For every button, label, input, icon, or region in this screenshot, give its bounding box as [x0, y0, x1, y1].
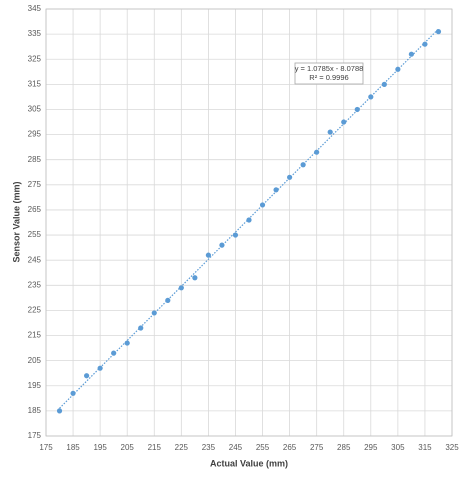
y-tick-label: 335 [28, 29, 42, 38]
data-point [259, 202, 266, 208]
equation-box [294, 62, 364, 85]
data-point [435, 29, 442, 35]
data-point [165, 297, 171, 303]
data-point [327, 129, 333, 135]
y-tick-label: 225 [28, 306, 42, 315]
x-tick-label: 295 [364, 443, 378, 452]
y-tick-label: 345 [28, 4, 42, 13]
x-tick-label: 305 [391, 443, 405, 452]
y-tick-label: 315 [28, 79, 42, 88]
y-tick-label: 295 [28, 130, 42, 139]
data-point [314, 149, 320, 155]
plot-border [45, 8, 453, 437]
data-point [111, 350, 117, 356]
y-axis-title: Sensor Value (mm) [11, 181, 21, 262]
x-tick-label: 275 [310, 443, 324, 452]
y-tick-label: 275 [28, 180, 42, 189]
x-tick-label: 255 [256, 443, 270, 452]
data-point [368, 94, 374, 100]
x-tick-label: 175 [39, 443, 53, 452]
data-point [422, 41, 428, 47]
data-point [56, 408, 63, 414]
y-tick-label: 325 [28, 54, 42, 63]
data-point [97, 365, 103, 371]
data-point [178, 285, 184, 291]
data-point [408, 51, 414, 57]
x-tick-label: 205 [121, 443, 135, 452]
y-tick-label: 195 [28, 381, 42, 390]
x-tick-label: 195 [93, 443, 107, 452]
data-point [124, 340, 130, 346]
data-point [287, 174, 293, 180]
data-point [341, 119, 347, 125]
x-tick-label: 235 [202, 443, 216, 452]
data-point [151, 310, 157, 316]
y-tick-label: 205 [28, 356, 42, 365]
data-point [70, 390, 76, 396]
data-point [205, 252, 211, 258]
data-point [232, 232, 239, 238]
y-tick-label: 185 [28, 406, 42, 415]
x-tick-label: 185 [66, 443, 80, 452]
y-tick-label: 245 [28, 255, 42, 264]
y-tick-label: 175 [28, 431, 42, 440]
x-tick-label: 265 [283, 443, 297, 452]
data-point [219, 242, 225, 248]
data-point [138, 325, 144, 331]
x-tick-label: 325 [445, 443, 459, 452]
y-tick-label: 215 [28, 331, 42, 340]
data-point [381, 81, 387, 87]
data-point [354, 106, 360, 113]
x-tick-label: 315 [418, 443, 432, 452]
x-tick-label: 225 [175, 443, 189, 452]
y-tick-label: 235 [28, 280, 42, 289]
data-point [273, 187, 279, 193]
data-point [192, 275, 198, 281]
y-tick-label: 285 [28, 155, 42, 164]
x-tick-label: 245 [229, 443, 243, 452]
y-tick-label: 255 [28, 230, 42, 239]
data-point [84, 373, 90, 379]
data-point [395, 66, 401, 72]
data-point [246, 217, 252, 223]
y-tick-label: 305 [28, 105, 42, 114]
x-tick-label: 215 [148, 443, 162, 452]
x-axis-title: Actual Value (mm) [210, 458, 288, 468]
y-tick-label: 265 [28, 205, 42, 214]
trendline-r2: R² = 0.9996 [309, 73, 348, 82]
data-point [300, 162, 306, 168]
x-tick-label: 285 [337, 443, 351, 452]
trendline-equation: y = 1.0785x - 8.0788 [295, 64, 364, 73]
